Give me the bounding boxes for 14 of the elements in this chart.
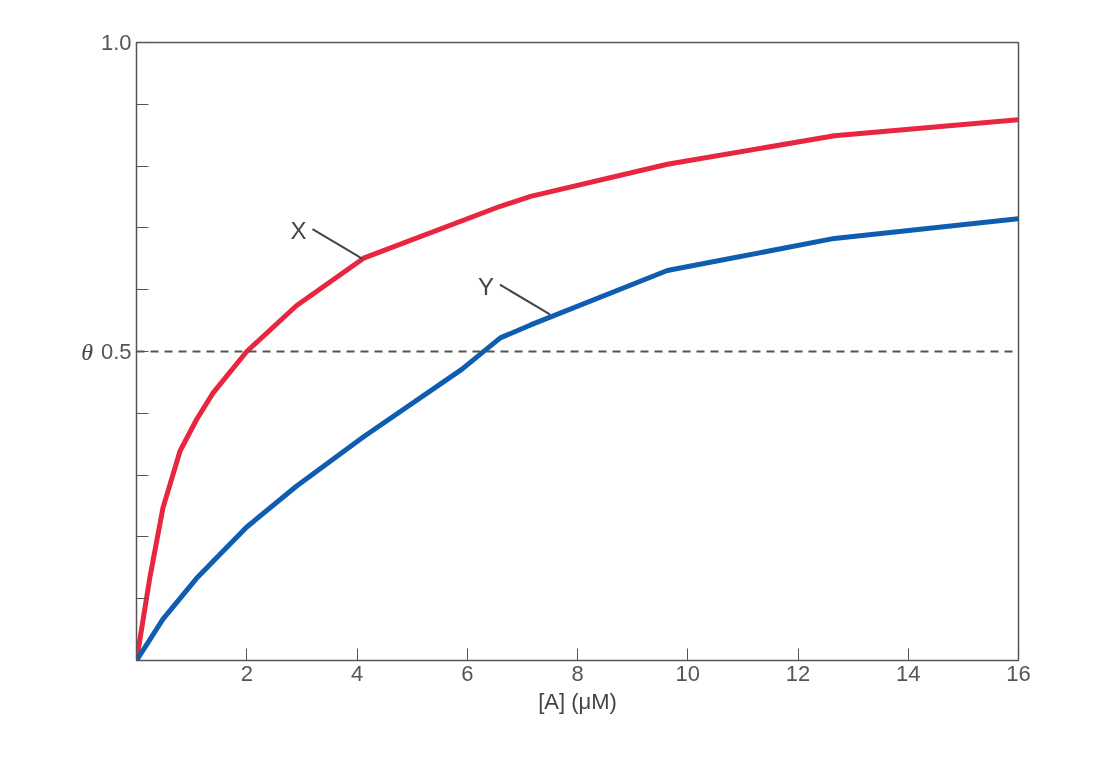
x-tick-label: 6 (461, 660, 474, 686)
x-tick-label: 10 (675, 660, 700, 686)
x-tick-label: 14 (896, 660, 921, 686)
y-tick-label: 1.0 (100, 30, 132, 55)
annotation: Y (477, 272, 494, 300)
x-tick-label: 16 (1006, 660, 1031, 686)
annotation: X (290, 217, 307, 245)
y-tick-label: 0.5 (100, 339, 132, 364)
x-axis-title: [A] (μM) (538, 688, 617, 714)
x-tick-label: 4 (350, 660, 364, 686)
x-tick-label: 12 (785, 660, 811, 686)
x-tick-label: 8 (571, 660, 584, 686)
x-tick-label: 2 (240, 660, 253, 686)
y-axis-title: θ (81, 338, 94, 365)
